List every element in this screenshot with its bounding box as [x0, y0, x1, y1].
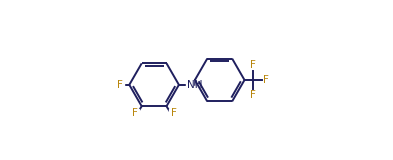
Bar: [169, 109, 173, 117]
Bar: [120, 81, 124, 89]
Text: F: F: [132, 108, 138, 118]
Text: NH: NH: [187, 80, 203, 90]
Text: F: F: [250, 90, 256, 100]
Bar: [135, 109, 139, 117]
Bar: [186, 80, 193, 89]
Text: F: F: [171, 108, 176, 118]
Text: F: F: [263, 75, 269, 85]
Text: F: F: [250, 60, 256, 70]
Text: F: F: [117, 80, 123, 90]
